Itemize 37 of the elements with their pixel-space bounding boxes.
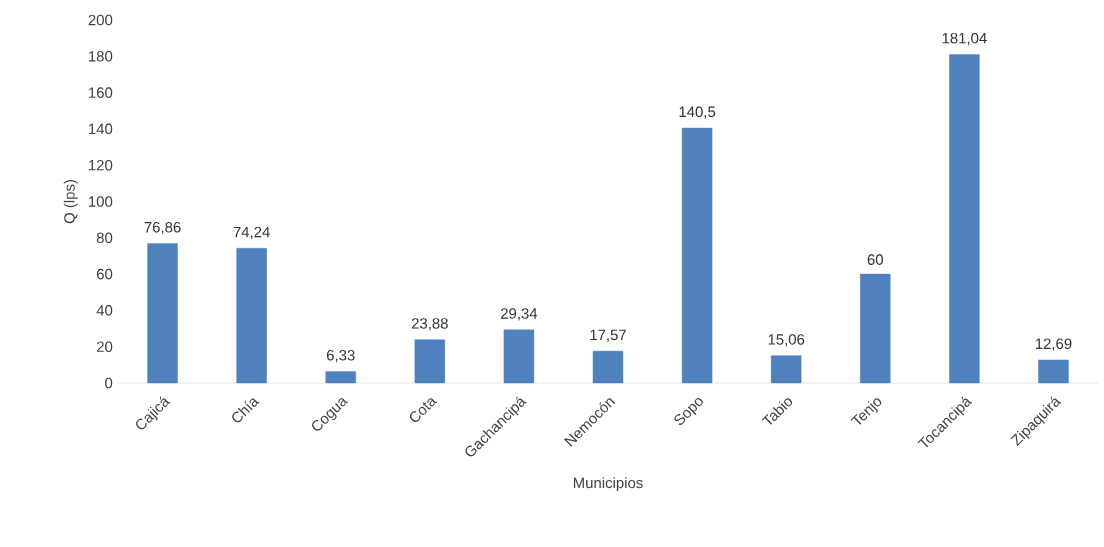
bar [592, 350, 624, 384]
bar [949, 54, 980, 384]
data-label: 74,24 [233, 226, 270, 240]
data-label: 140,5 [679, 106, 716, 119]
data-label: 12,69 [1035, 338, 1072, 351]
bar [1038, 359, 1069, 384]
y-axis-title: Q (lps) [63, 180, 78, 224]
x-tick-label: Cota [409, 398, 438, 422]
bar [503, 329, 535, 384]
y-tick-label: 140 [89, 123, 113, 135]
data-label: 181,04 [942, 32, 987, 46]
data-label: 60 [867, 254, 883, 265]
y-tick-label: 160 [89, 87, 113, 98]
bar [860, 273, 891, 384]
y-tick-label: 120 [89, 159, 113, 171]
data-label: 15,06 [768, 334, 805, 347]
x-axis-title: Municipios [573, 477, 643, 492]
y-tick-label: 20 [96, 341, 113, 352]
data-label: 23,88 [411, 318, 448, 331]
bar [770, 355, 802, 384]
bar [236, 248, 267, 384]
y-tick-label: 180 [89, 51, 113, 62]
bar [414, 339, 446, 384]
y-tick-label: 40 [96, 305, 113, 316]
y-tick-label: 200 [88, 14, 113, 26]
y-tick-label: 0 [105, 377, 113, 389]
y-tick-label: 100 [89, 196, 113, 207]
data-label: 17,57 [590, 329, 626, 342]
bar [325, 371, 356, 384]
data-label: 6,33 [326, 349, 355, 363]
bar [681, 127, 713, 384]
y-tick-label: 60 [96, 268, 113, 280]
y-tick-label: 80 [96, 232, 113, 244]
bar [147, 243, 178, 384]
data-label: 76,86 [144, 221, 181, 235]
data-label: 29,34 [500, 308, 538, 321]
x-tick-label: Chía [232, 398, 260, 423]
